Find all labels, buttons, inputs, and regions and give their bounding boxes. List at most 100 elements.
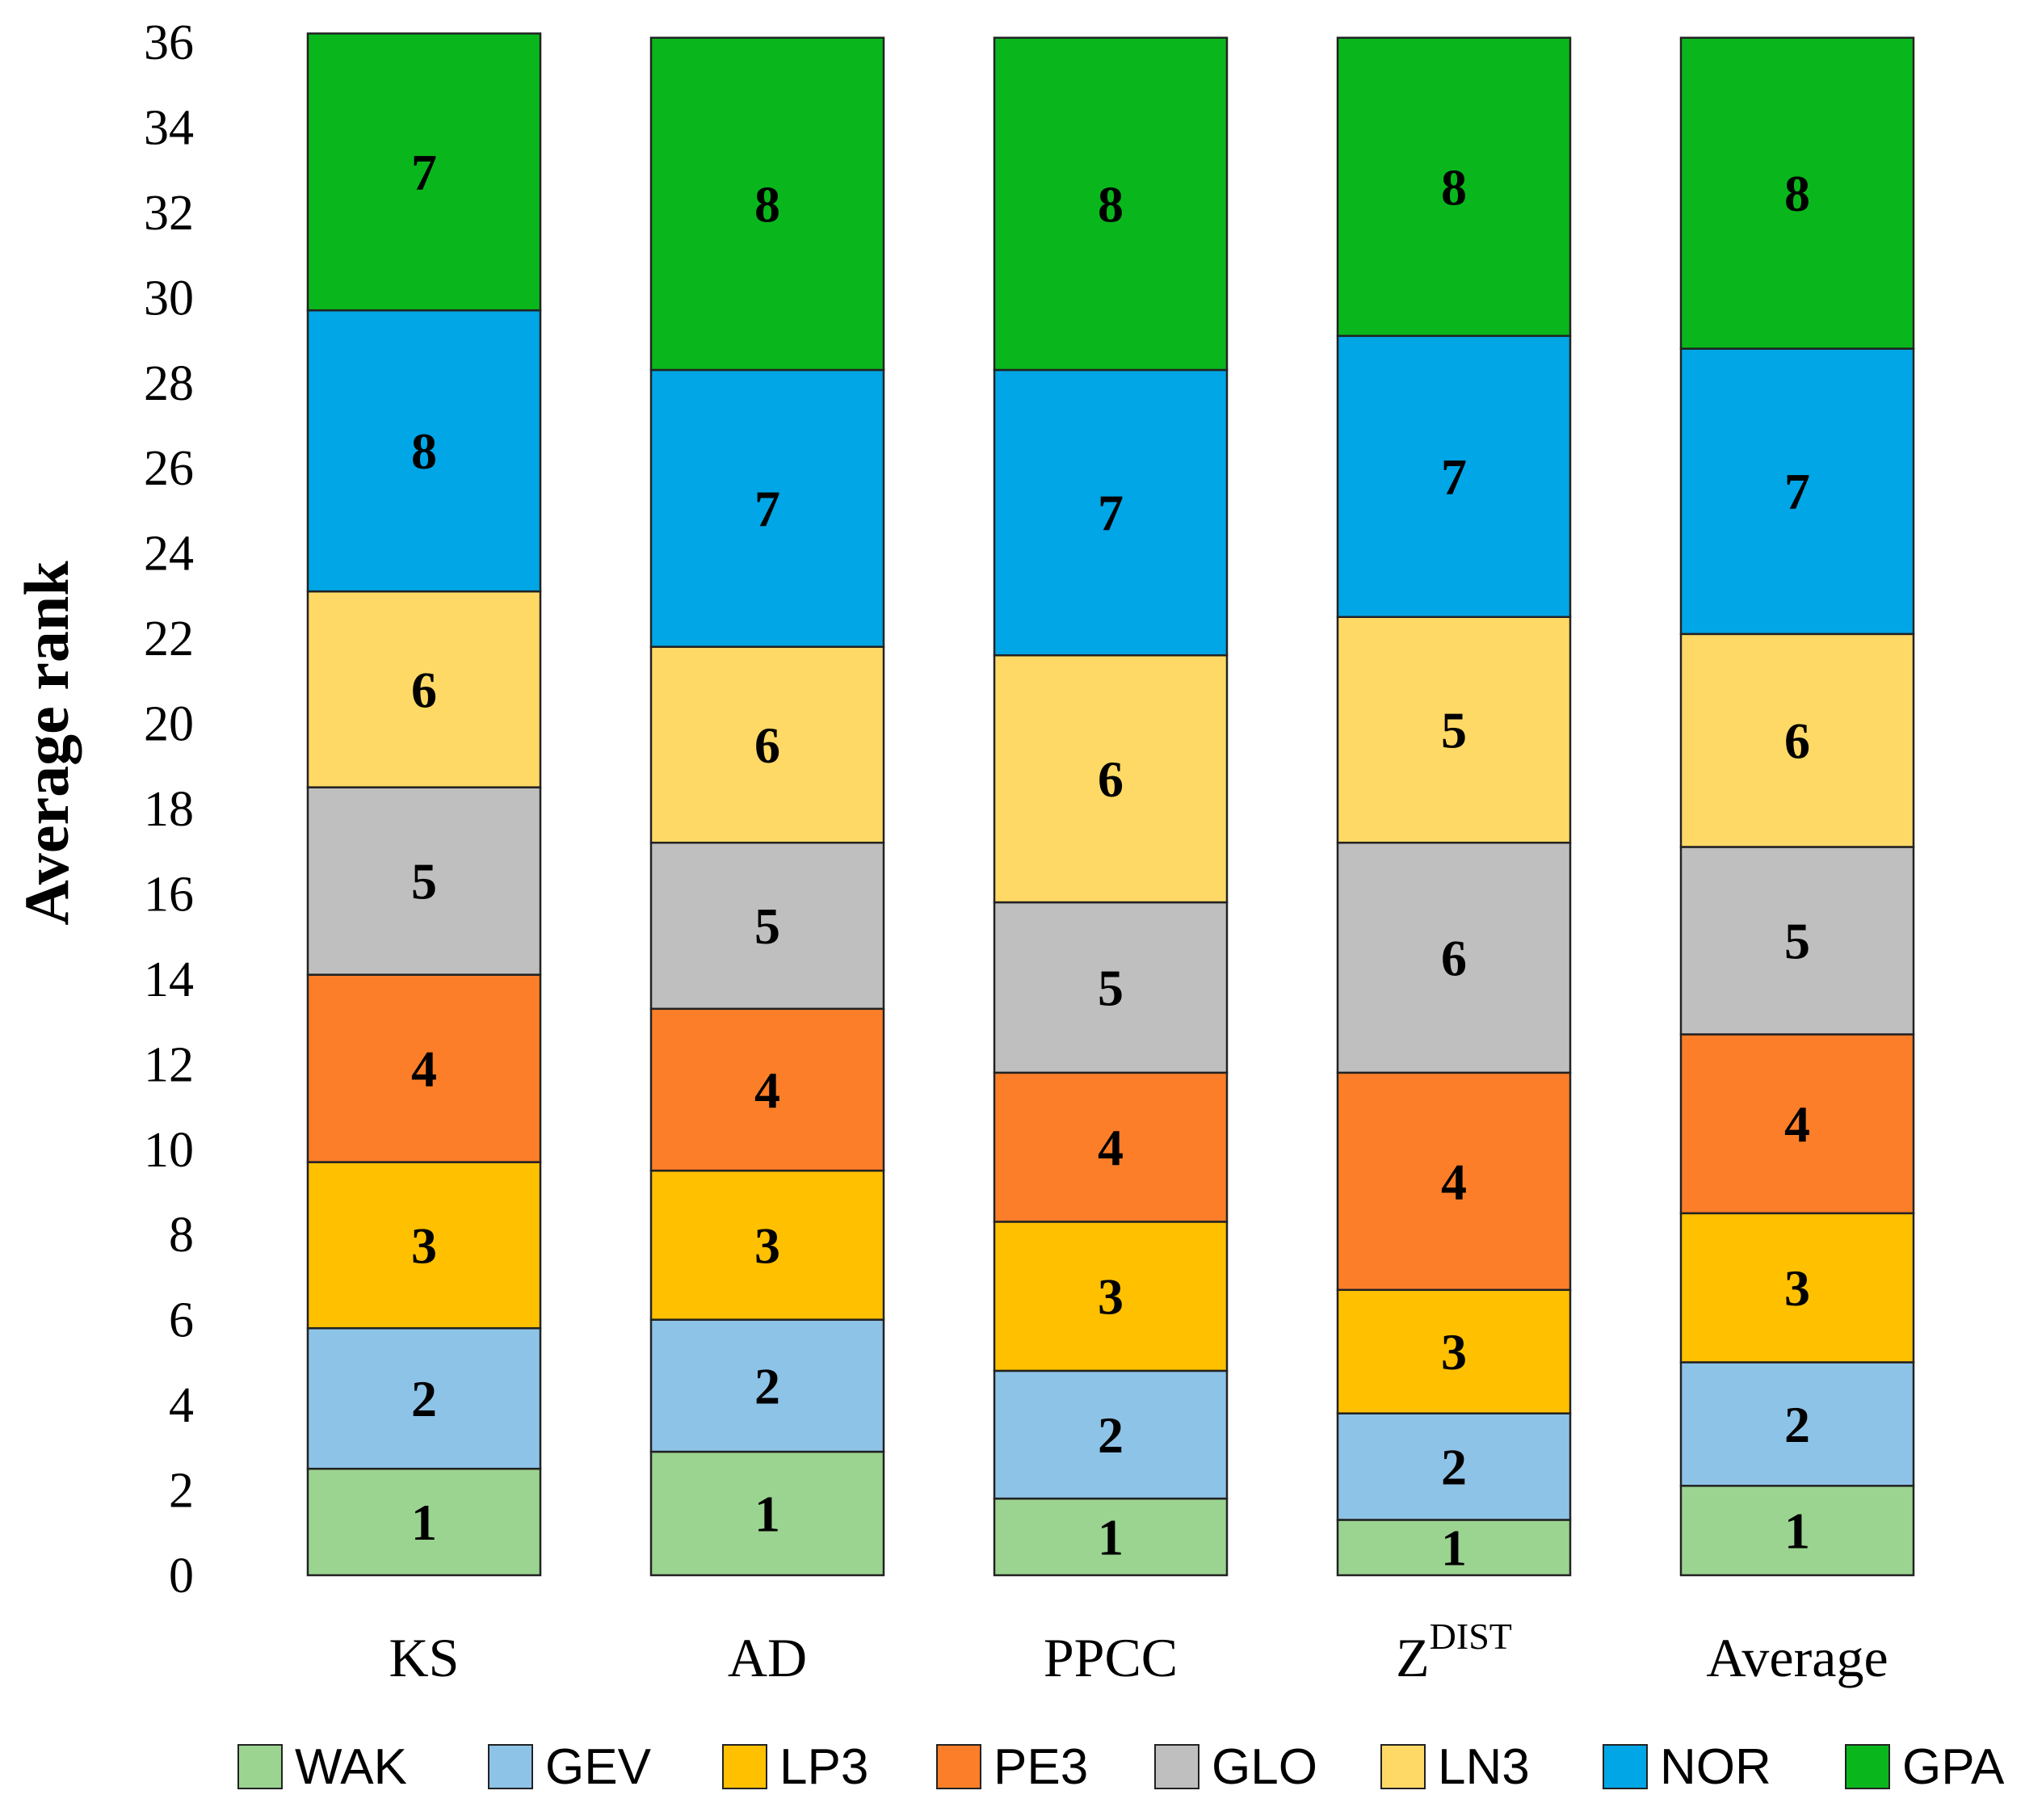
legend-swatch-wak [237,1744,283,1789]
bar-segment-gpa-average [1679,36,1915,350]
legend-swatch-glo [1154,1744,1199,1789]
bar-segment-nor-ad [649,368,885,648]
segment-rank-label: 4 [1098,1119,1124,1176]
segment-rank-label: 8 [1784,165,1810,222]
y-tick-label: 26 [144,441,194,496]
segment-labels: 1 2 3 4 5 6 8 7 1 2 3 4 5 6 7 8 1 2 3 4 5 6 7 8 1 2 3 4 6 5 7 8 1 2 3 4 5 6 7 8 [411,144,1810,1577]
legend-label-lp3: LP3 [779,1739,868,1795]
x-category-label: Average [1706,1627,1888,1688]
y-tick-label: 12 [144,1037,194,1092]
bar-segment-gpa-ad [649,36,885,372]
y-tick-label: 18 [144,782,194,837]
segment-rank-label: 5 [1098,959,1124,1016]
segment-rank-label: 7 [1441,448,1467,506]
segment-rank-label: 5 [1441,701,1467,759]
x-category-label: AD [728,1627,807,1688]
legend-swatch-gpa [1845,1744,1890,1789]
x-category-label: PPCC [1044,1627,1178,1688]
bar-segment-lp3-average [1679,1212,1915,1364]
bar-segment-wak-ppcc [993,1497,1229,1577]
y-tick-label: 24 [144,527,194,582]
segment-rank-label: 6 [1784,712,1810,770]
y-tick-label: 20 [144,697,194,752]
y-tick-label: 4 [169,1378,194,1433]
segment-rank-label: 6 [754,717,780,774]
legend-swatch-lp3 [722,1744,767,1789]
bar-segment-gpa-ppcc [993,36,1229,372]
segment-rank-label: 2 [754,1357,780,1414]
x-axis-categories: KS AD PPCC ZDIST Average [389,1616,1888,1688]
legend-label-gev: GEV [545,1739,652,1795]
y-axis-label: Average rank [11,561,82,926]
segment-rank-label: 5 [411,853,437,910]
segment-rank-label: 8 [411,422,437,480]
legend-swatch-gev [488,1744,533,1789]
y-tick-label: 6 [169,1293,194,1348]
bar-segment-gpa-z [1336,36,1572,338]
bar-segment-wak-ks [306,1467,542,1577]
segment-rank-label: 3 [1784,1259,1810,1317]
bar-segment-nor-ks [306,309,542,593]
y-tick-label: 16 [144,867,194,922]
legend-label-pe3: PE3 [994,1739,1088,1795]
segment-rank-label: 1 [1098,1509,1124,1566]
segment-rank-label: 2 [411,1370,437,1427]
segment-rank-label: 4 [1441,1153,1467,1210]
y-tick-label: 30 [144,271,194,326]
segment-rank-label: 5 [1784,912,1810,969]
bar-segment-gev-ad [649,1318,885,1453]
bar-segment-pe3-average [1679,1033,1915,1215]
segment-rank-label: 5 [754,897,780,955]
bar-segment-wak-z [1336,1519,1572,1577]
bar-segment-gpa-ks [306,32,542,312]
bar-segment-pe3-z [1336,1071,1572,1292]
segment-rank-label: 4 [1784,1095,1810,1153]
segment-rank-label: 1 [1784,1503,1810,1560]
legend-label-glo: GLO [1212,1739,1317,1795]
bar-segment-gev-ppcc [993,1369,1229,1500]
bar-segment-gev-average [1679,1361,1915,1487]
legend-swatch-pe3 [936,1744,981,1789]
bar-segment-ln3-ks [306,590,542,788]
legend-swatch-nor [1603,1744,1648,1789]
segment-rank-label: 2 [1098,1406,1124,1464]
segment-rank-label: 8 [754,175,780,233]
y-tick-label: 32 [144,186,194,241]
bars [306,32,1915,1577]
legend-label-wak: WAK [295,1739,407,1795]
y-tick-label: 0 [169,1549,194,1604]
bar-segment-ln3-z [1336,616,1572,844]
legend-swatch-ln3 [1380,1744,1426,1789]
bar-segment-lp3-z [1336,1288,1572,1414]
legend-label-gpa: GPA [1902,1739,2005,1795]
segment-rank-label: 2 [1441,1439,1467,1496]
y-tick-label: 10 [144,1123,194,1178]
segment-rank-label: 7 [754,480,780,537]
segment-rank-label: 6 [1098,750,1124,808]
bar-segment-ln3-average [1679,633,1915,848]
x-category-label: ZDIST [1396,1616,1512,1688]
segment-rank-label: 3 [754,1217,780,1274]
bar-segment-wak-ad [649,1450,885,1577]
segment-rank-label: 7 [1098,485,1124,542]
segment-rank-label: 4 [754,1061,780,1119]
y-tick-label: 8 [169,1208,194,1263]
segment-rank-label: 6 [411,661,437,718]
y-tick-label: 14 [144,952,194,1007]
segment-rank-label: 2 [1784,1396,1810,1453]
bar-segment-glo-average [1679,846,1915,1036]
y-tick-label: 36 [144,15,194,70]
segment-rank-label: 1 [1441,1519,1467,1577]
bar-segment-glo-ad [649,841,885,1011]
y-tick-label: 34 [144,100,194,155]
segment-rank-label: 7 [411,144,437,201]
x-category-superscript: DIST [1430,1616,1512,1657]
x-category-label: KS [389,1627,460,1688]
segment-rank-label: 3 [1441,1323,1467,1381]
segment-rank-label: 3 [1098,1268,1124,1326]
segment-rank-label: 8 [1098,175,1124,233]
segment-rank-label: 4 [411,1040,437,1098]
segment-rank-label: 6 [1441,930,1467,987]
